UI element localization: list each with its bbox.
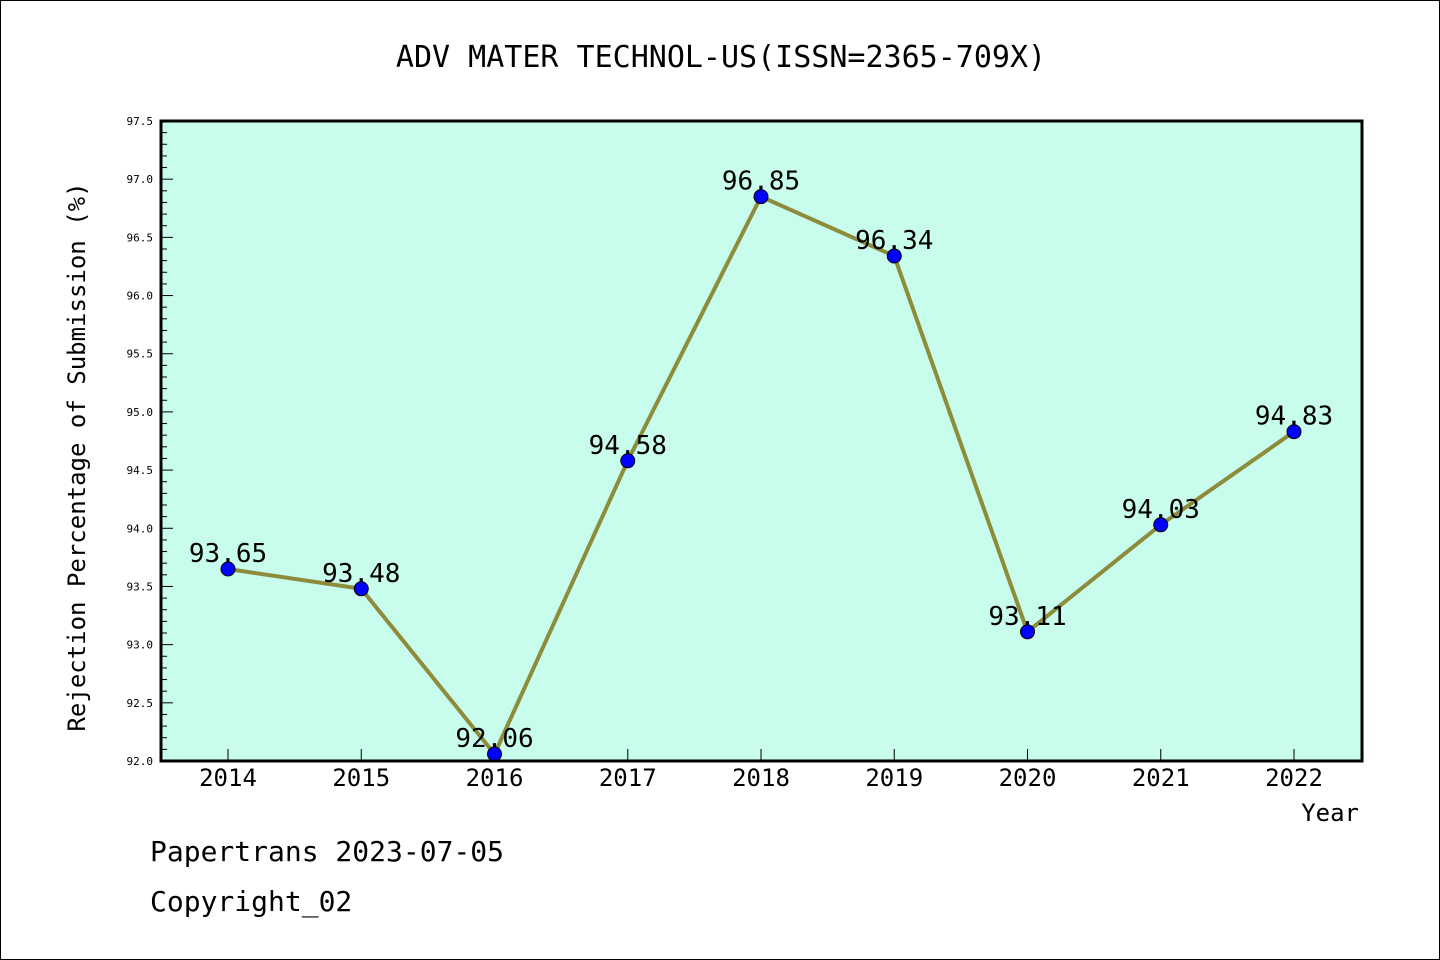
x-tick-label: 2020 <box>999 764 1057 792</box>
data-point <box>220 561 236 577</box>
series-markers <box>220 189 1302 762</box>
x-tick-label: 2022 <box>1265 764 1323 792</box>
data-point <box>753 189 769 205</box>
footer-copyright: Copyright_02 <box>150 885 353 918</box>
x-tick-label: 2021 <box>1132 764 1190 792</box>
y-tick-label: 97.0 <box>127 173 154 186</box>
y-tick-label: 94.5 <box>127 464 154 477</box>
data-label: 94.03 <box>1122 495 1200 525</box>
x-tick-label: 2019 <box>865 764 923 792</box>
data-label: 92.06 <box>455 724 533 754</box>
y-tick-label: 95.5 <box>127 348 154 361</box>
x-tick-label: 2017 <box>599 764 657 792</box>
x-tick-label: 2016 <box>466 764 524 792</box>
data-point <box>886 248 902 264</box>
plot-area <box>161 121 1362 761</box>
x-tick-label: 2014 <box>199 764 257 792</box>
plot-border <box>159 119 1364 763</box>
x-tick-label: 2018 <box>732 764 790 792</box>
chart-title: ADV MATER TECHNOL-US(ISSN=2365-709X) <box>396 40 1046 75</box>
data-label: 93.11 <box>988 602 1066 632</box>
y-tick-label: 93.0 <box>127 639 154 652</box>
y-tick-label: 96.0 <box>127 290 154 303</box>
y-axis-label: Rejection Percentage of Submission (%) <box>63 182 91 731</box>
data-point <box>1020 624 1035 640</box>
y-tick-label: 92.5 <box>127 697 154 710</box>
y-axis: 92.0 92.5 93.0 93.5 94.0 94.5 95.0 95.5 96.0 96.5… <box>127 115 173 768</box>
data-point <box>353 581 369 597</box>
y-tick-label: 96.5 <box>127 231 154 244</box>
data-point <box>1286 424 1302 440</box>
data-label: 96.34 <box>855 226 933 256</box>
y-tick-label: 94.0 <box>127 522 154 535</box>
x-tick-label: 2015 <box>332 764 390 792</box>
y-tick-label: 97.5 <box>127 115 154 128</box>
y-tick-label: 93.5 <box>127 580 154 593</box>
data-label: 94.58 <box>589 431 667 461</box>
x-axis: 2014 2015 2016 2017 2018 2019 2020 2021 2022 <box>199 749 1323 792</box>
data-point <box>620 453 636 469</box>
data-label: 94.83 <box>1255 402 1333 432</box>
data-point <box>1153 517 1169 533</box>
y-tick-label: 92.0 <box>127 755 154 768</box>
data-label: 93.65 <box>189 539 267 569</box>
data-label: 93.48 <box>322 559 400 589</box>
data-label: 96.85 <box>722 167 800 197</box>
x-axis-label: Year <box>1301 799 1359 827</box>
footer-date: Papertrans 2023-07-05 <box>150 835 505 868</box>
data-labels: 93.65 93.48 92.06 94.58 96.85 96.34 93.11 94.03… <box>189 167 1333 754</box>
y-tick-label: 95.0 <box>127 406 154 419</box>
